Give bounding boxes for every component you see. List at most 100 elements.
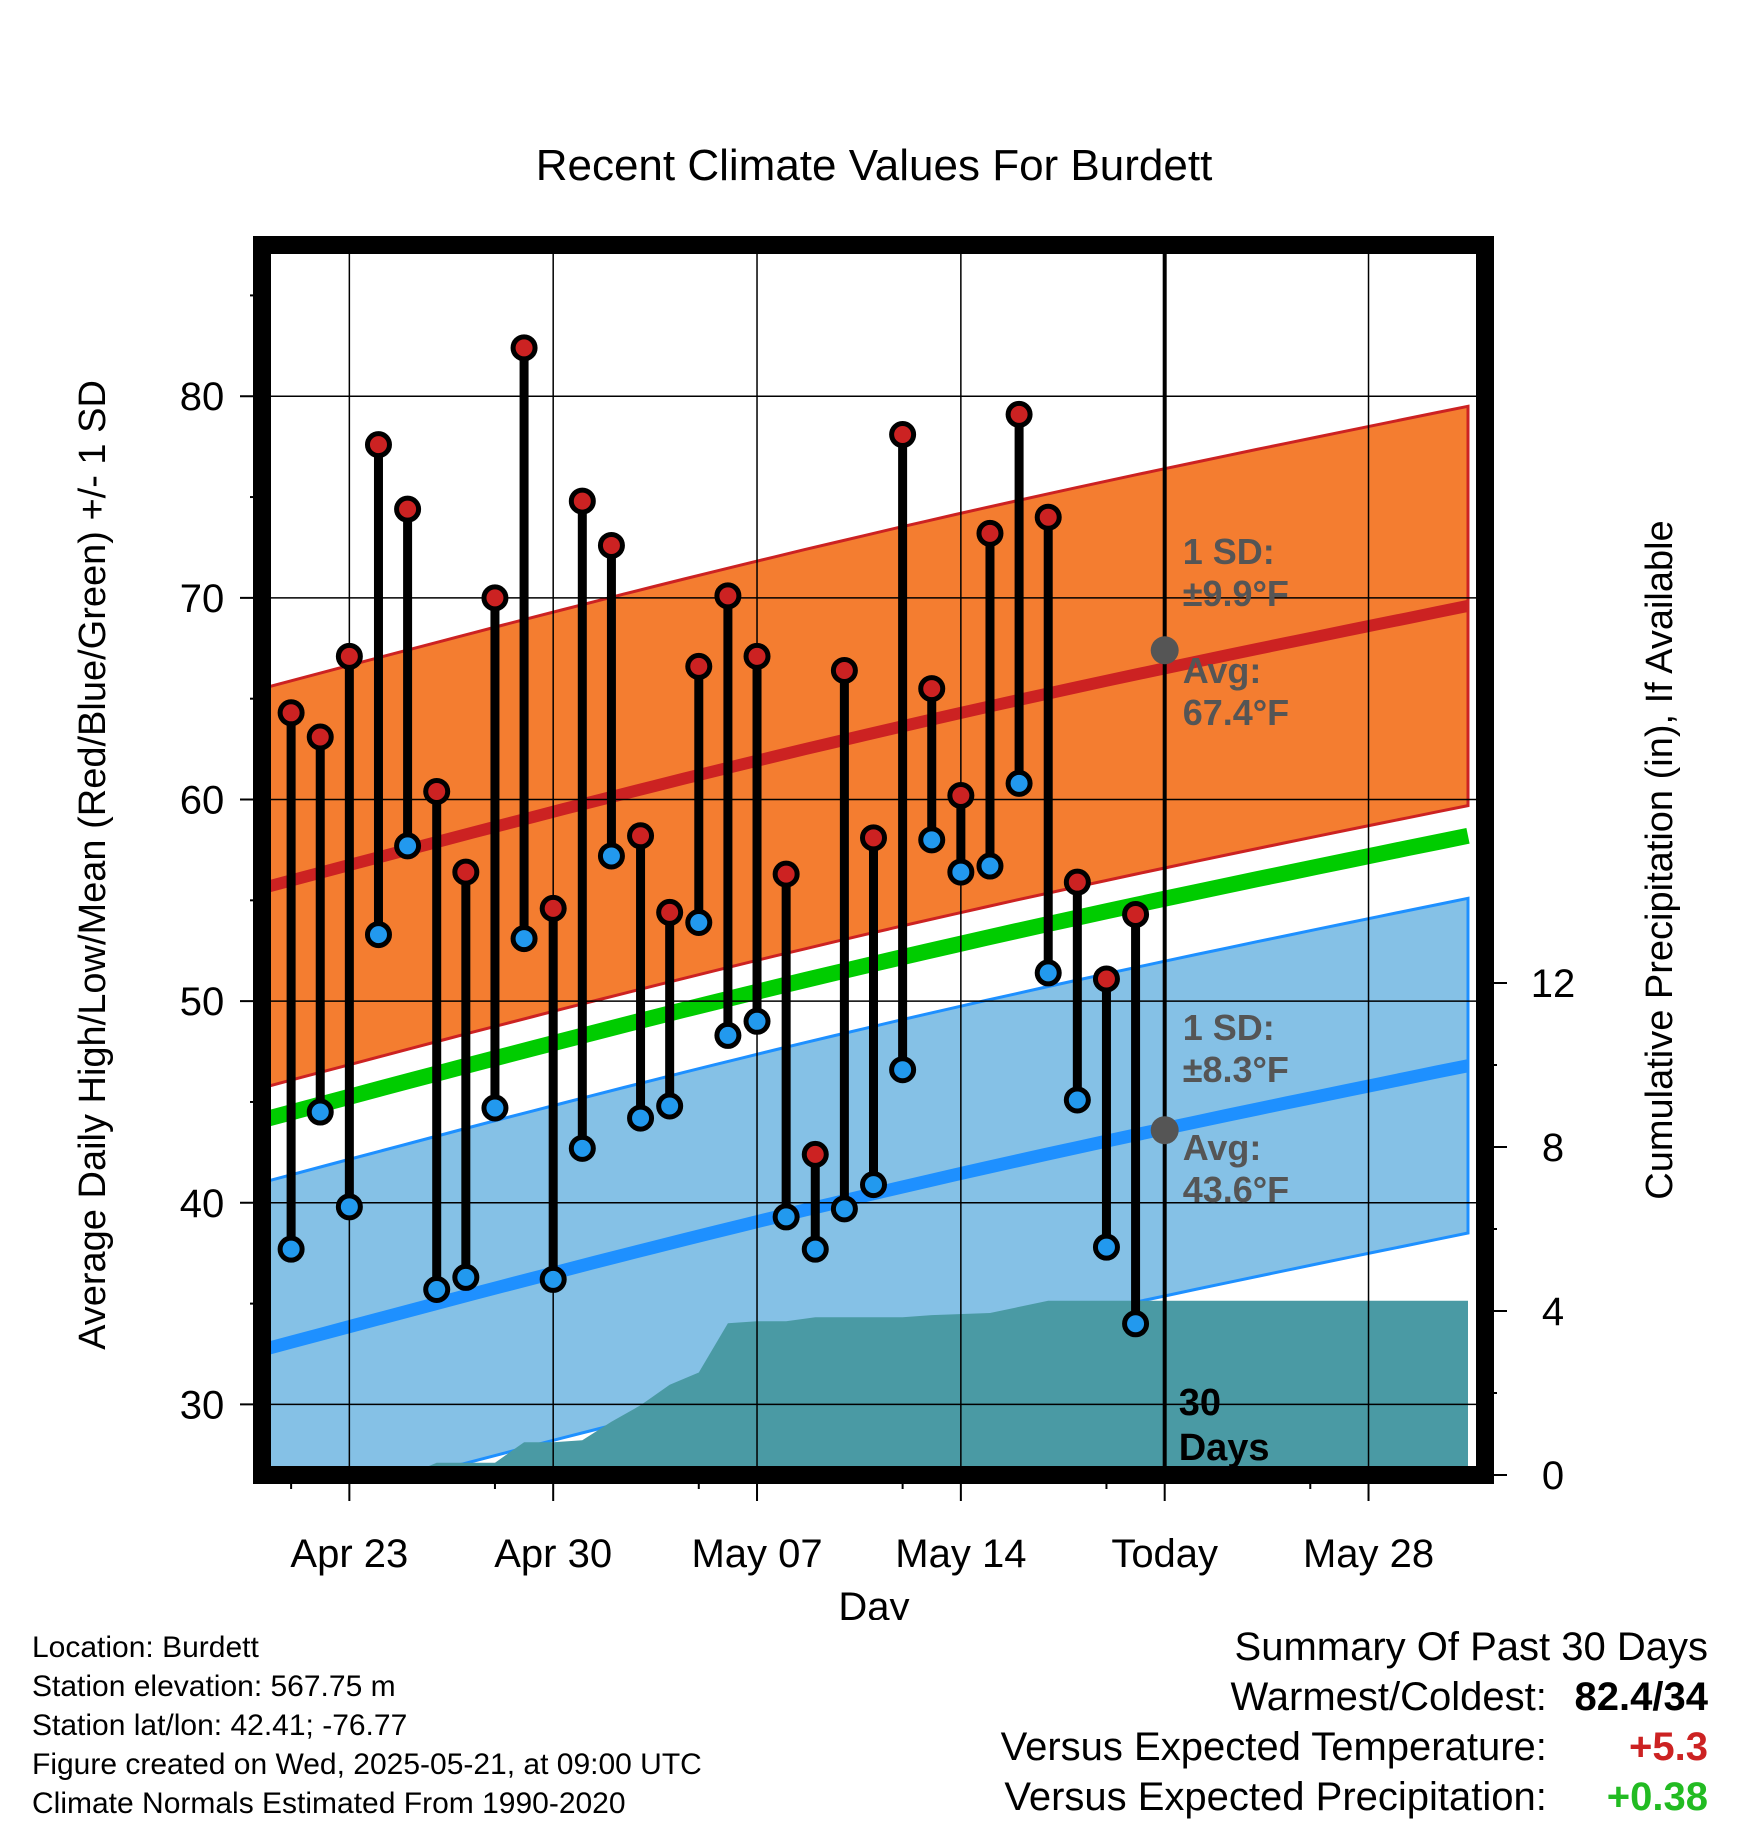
today-days-label: 30 bbox=[1179, 1382, 1221, 1424]
temp-label: Versus Expected Temperature: bbox=[1000, 1725, 1547, 1769]
low-point bbox=[656, 1092, 684, 1120]
high-point bbox=[452, 858, 480, 886]
low-point bbox=[714, 1021, 742, 1049]
high-point bbox=[568, 487, 596, 515]
low-point bbox=[860, 1171, 887, 1199]
elevation-text: Station elevation: 567.75 m bbox=[32, 1670, 396, 1703]
low-point bbox=[830, 1195, 858, 1223]
high-point bbox=[743, 642, 771, 670]
high-point bbox=[335, 642, 363, 670]
high-point bbox=[1005, 400, 1033, 428]
low-point bbox=[394, 832, 422, 860]
high-avg-annotation: Avg: bbox=[1183, 650, 1262, 691]
x-tick-label: Apr 23 bbox=[290, 1532, 408, 1576]
location-text: Location: Burdett bbox=[32, 1631, 259, 1664]
x-tick-label: May 07 bbox=[691, 1532, 822, 1576]
today-days-label-2: Days bbox=[1179, 1427, 1270, 1469]
chart-title: Recent Climate Values For Burdett bbox=[536, 141, 1213, 190]
station-info: Location: Burdett Station elevation: 567… bbox=[32, 1628, 702, 1823]
y-tick-label: 80 bbox=[180, 375, 225, 419]
warmest-label: Warmest/Coldest: bbox=[1230, 1675, 1547, 1719]
low-point bbox=[743, 1007, 771, 1035]
created-text: Figure created on Wed, 2025-05-21, at 09… bbox=[32, 1748, 702, 1781]
low-point bbox=[1063, 1086, 1091, 1114]
high-avg-annotation-value: 67.4°F bbox=[1183, 692, 1289, 733]
low-point bbox=[597, 842, 625, 870]
low-sd-annotation-value: ±8.3°F bbox=[1183, 1049, 1289, 1090]
y-tick-label: 40 bbox=[180, 1182, 225, 1226]
precip-label: Versus Expected Precipitation: bbox=[1004, 1775, 1547, 1819]
high-point bbox=[889, 421, 917, 449]
high-point bbox=[656, 898, 684, 926]
normals-text: Climate Normals Estimated From 1990-2020 bbox=[32, 1787, 626, 1820]
high-point bbox=[1092, 965, 1120, 993]
high-point bbox=[510, 334, 538, 362]
high-point bbox=[481, 584, 509, 612]
y-tick-label: 60 bbox=[180, 779, 225, 823]
low-normal-line bbox=[262, 1059, 1470, 1357]
low-point bbox=[335, 1193, 363, 1221]
high-point bbox=[1122, 900, 1150, 928]
high-today-marker bbox=[1150, 636, 1179, 665]
high-point bbox=[423, 777, 451, 805]
high-point bbox=[976, 519, 1004, 547]
y2-tick-label: 0 bbox=[1542, 1454, 1564, 1498]
x-axis-label: Day bbox=[838, 1585, 909, 1620]
y2-tick-label: 12 bbox=[1531, 962, 1576, 1006]
low-point bbox=[423, 1275, 451, 1303]
low-today-marker bbox=[1150, 1116, 1179, 1145]
low-point bbox=[1005, 769, 1033, 797]
plot-content bbox=[262, 245, 1485, 1475]
x-tick-label: May 28 bbox=[1303, 1532, 1434, 1576]
high-point bbox=[918, 675, 946, 703]
high-point bbox=[539, 894, 567, 922]
high-point bbox=[714, 582, 742, 610]
low-point bbox=[947, 858, 975, 886]
low-point bbox=[1034, 959, 1062, 987]
low-point bbox=[364, 921, 392, 949]
x-tick-label: Apr 30 bbox=[494, 1532, 612, 1576]
precip-value: +0.38 bbox=[1606, 1775, 1708, 1819]
high-point bbox=[947, 781, 975, 809]
low-point bbox=[918, 826, 946, 854]
high-point bbox=[1063, 868, 1091, 896]
high-point bbox=[364, 431, 392, 459]
low-point bbox=[976, 852, 1004, 880]
low-avg-annotation: Avg: bbox=[1183, 1127, 1262, 1168]
low-sd-annotation: 1 SD: bbox=[1183, 1007, 1275, 1048]
low-point bbox=[277, 1235, 305, 1263]
low-point bbox=[306, 1098, 334, 1126]
high-point bbox=[277, 699, 305, 727]
low-point bbox=[1122, 1310, 1150, 1338]
low-point bbox=[1092, 1233, 1120, 1261]
climate-chart: Recent Climate Values For Burdett 1 SD:±… bbox=[72, 141, 1681, 1620]
low-point bbox=[481, 1094, 509, 1122]
low-point bbox=[539, 1265, 567, 1293]
temp-value: +5.3 bbox=[1629, 1725, 1708, 1769]
y-tick-label: 30 bbox=[180, 1383, 225, 1427]
summary-panel: Summary Of Past 30 Days Warmest/Coldest:… bbox=[1001, 1622, 1708, 1822]
y-tick-label: 70 bbox=[180, 577, 225, 621]
y2-axis-label: Cumulative Precipitation (in), If Availa… bbox=[1639, 520, 1681, 1199]
high-point bbox=[801, 1140, 829, 1168]
high-sd-annotation-value: ±9.9°F bbox=[1183, 573, 1289, 614]
latlon-text: Station lat/lon: 42.41; -76.77 bbox=[32, 1709, 408, 1742]
y-tick-label: 50 bbox=[180, 980, 225, 1024]
x-tick-label: May 14 bbox=[895, 1532, 1026, 1576]
high-point bbox=[306, 723, 334, 751]
low-avg-annotation-value: 43.6°F bbox=[1183, 1169, 1289, 1210]
low-point bbox=[627, 1104, 655, 1132]
high-point bbox=[860, 824, 887, 852]
y-axis-label: Average Daily High/Low/Mean (Red/Blue/Gr… bbox=[72, 380, 114, 1350]
low-point bbox=[510, 925, 538, 953]
low-point bbox=[452, 1263, 480, 1291]
low-point bbox=[772, 1203, 800, 1231]
summary-title: Summary Of Past 30 Days bbox=[1234, 1625, 1708, 1669]
y2-tick-label: 4 bbox=[1542, 1290, 1564, 1334]
low-point bbox=[685, 909, 713, 937]
high-point bbox=[1034, 503, 1062, 531]
high-point bbox=[772, 860, 800, 888]
low-point bbox=[568, 1134, 596, 1162]
y2-tick-label: 8 bbox=[1542, 1126, 1564, 1170]
